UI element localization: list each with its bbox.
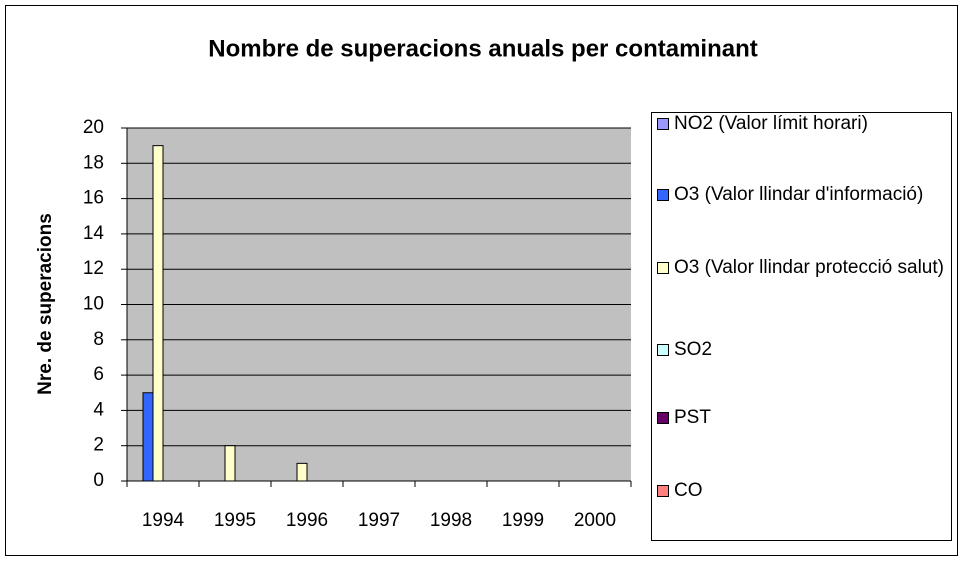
y-tick-label: 20 xyxy=(83,117,104,138)
x-tick-label: 1996 xyxy=(286,510,328,531)
chart-title: Nombre de superacions anuals per contami… xyxy=(208,35,757,62)
y-tick-label: 14 xyxy=(83,223,105,244)
legend-swatch xyxy=(657,189,669,201)
y-tick-label: 10 xyxy=(83,294,104,315)
legend-swatch xyxy=(657,118,669,130)
y-tick-label: 6 xyxy=(93,364,104,385)
legend-label: CO xyxy=(674,480,703,501)
x-tick-label: 1999 xyxy=(502,510,544,531)
x-tick-label: 2000 xyxy=(574,510,616,531)
legend-label: O3 (Valor llindar protecció salut) xyxy=(674,257,944,278)
y-tick-label: 2 xyxy=(93,435,104,456)
legend-swatch xyxy=(657,485,669,497)
bar xyxy=(152,145,164,482)
legend-label: PST xyxy=(674,407,711,428)
x-tick-label: 1998 xyxy=(430,510,472,531)
legend-label: SO2 xyxy=(674,339,712,360)
legend xyxy=(651,112,952,541)
x-tick-label: 1997 xyxy=(358,510,400,531)
bar xyxy=(142,392,154,482)
legend-swatch xyxy=(657,262,669,274)
legend-label: NO2 (Valor límit horari) xyxy=(674,113,868,134)
y-tick-label: 0 xyxy=(93,470,104,491)
y-tick-label: 18 xyxy=(83,152,104,173)
bar xyxy=(224,445,236,482)
y-tick-label: 12 xyxy=(83,258,104,279)
x-tick-label: 1994 xyxy=(142,510,185,531)
bar xyxy=(296,462,308,482)
legend-swatch xyxy=(657,412,669,424)
y-axis-label: Nre. de superacions xyxy=(35,213,56,395)
y-tick-label: 16 xyxy=(83,188,104,209)
x-tick-label: 1995 xyxy=(214,510,256,531)
y-tick-label: 8 xyxy=(93,329,104,350)
legend-swatch xyxy=(657,344,669,356)
legend-label: O3 (Valor llindar d'informació) xyxy=(674,184,923,205)
y-tick-label: 4 xyxy=(93,399,104,420)
